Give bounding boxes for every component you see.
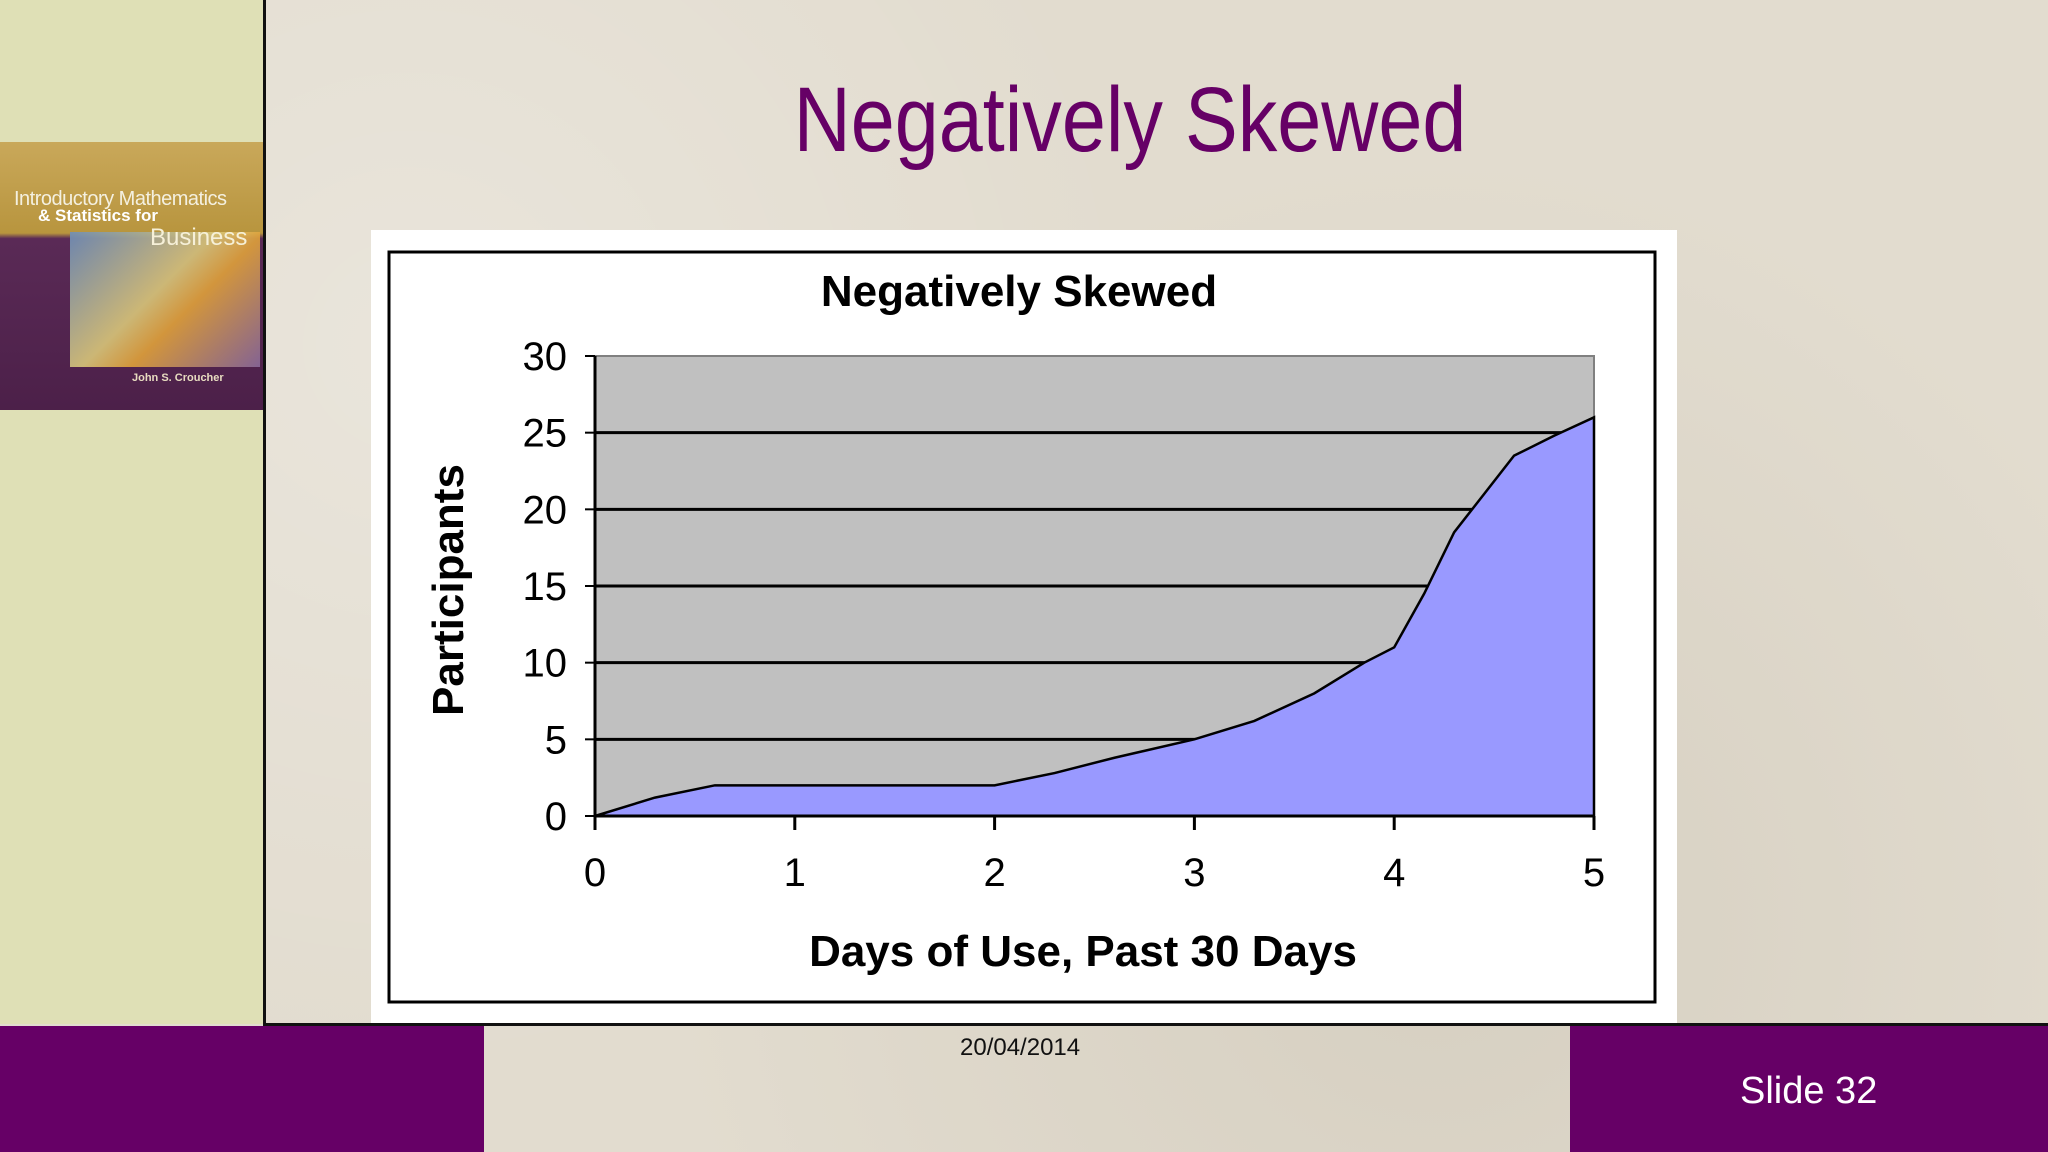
x-tick-label: 4 — [1383, 851, 1405, 895]
y-tick-label: 30 — [523, 335, 568, 379]
x-axis-label: Days of Use, Past 30 Days — [809, 927, 1357, 976]
book-title-line2: & Statistics for — [38, 206, 158, 225]
y-tick-labels: 0 5 10 15 20 25 30 — [523, 335, 568, 839]
book-cover-image: Introductory Mathematics & Statistics fo… — [0, 142, 263, 410]
x-tick-labels: 0 1 2 3 4 5 — [584, 851, 1605, 895]
book-title-line3: Business — [150, 224, 248, 251]
bottom-divider-line — [263, 1023, 2048, 1026]
x-tick-label: 3 — [1183, 851, 1205, 895]
y-tick-label: 5 — [545, 718, 567, 762]
x-tick-label: 0 — [584, 851, 606, 895]
footer-right-bar — [1570, 1026, 2048, 1152]
y-tick-label: 0 — [545, 795, 567, 839]
y-tick-label: 15 — [523, 565, 568, 609]
x-tick-label: 2 — [983, 851, 1005, 895]
book-cover-art — [70, 232, 260, 367]
slide-title: Negatively Skewed — [793, 69, 1467, 171]
x-tick-label: 1 — [784, 851, 806, 895]
book-author: John S. Croucher — [132, 372, 224, 384]
book-title-line1: Introductory Mathematics — [14, 188, 227, 210]
chart-frame: 0 5 10 15 20 25 30 0 1 2 3 4 5 Negatively Skewed Da… — [371, 230, 1677, 1023]
y-tick-label: 10 — [523, 642, 568, 686]
x-tick-label: 5 — [1583, 851, 1605, 895]
slide-number: Slide 32 — [1740, 1070, 1878, 1112]
footer-left-bar — [0, 1026, 484, 1152]
chart-title: Negatively Skewed — [821, 267, 1217, 316]
left-divider-line — [263, 0, 266, 1026]
footer-date: 20/04/2014 — [960, 1034, 1081, 1061]
area-chart: 0 5 10 15 20 25 30 0 1 2 3 4 5 Negatively Skewed Da… — [387, 250, 1657, 1004]
area-series — [594, 415, 1596, 818]
axes — [593, 356, 1596, 830]
y-tick-label: 20 — [523, 488, 568, 532]
y-axis-label: Participants — [424, 464, 473, 716]
y-tick-label: 25 — [523, 412, 568, 456]
